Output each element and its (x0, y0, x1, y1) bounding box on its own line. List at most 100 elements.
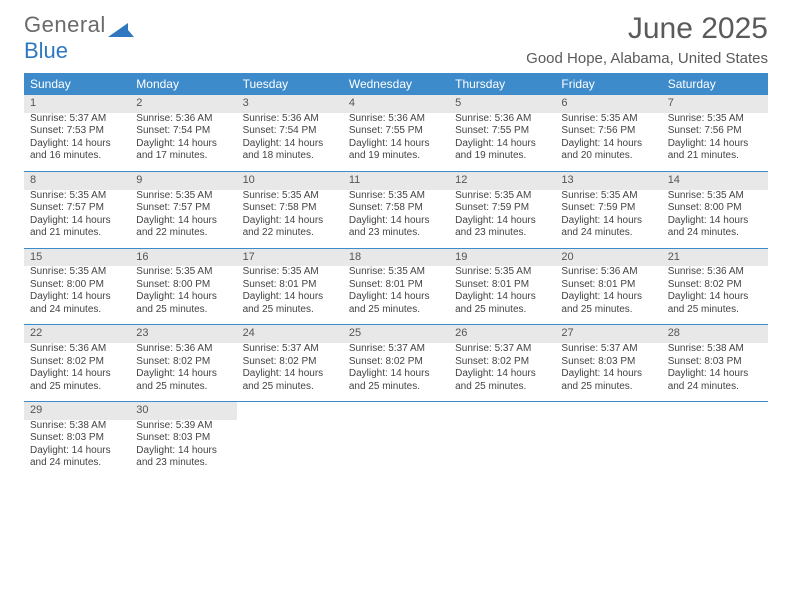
day-body: Sunrise: 5:35 AMSunset: 7:58 PMDaylight:… (343, 190, 449, 248)
daylight-line: Daylight: 14 hours and 25 minutes. (349, 368, 443, 393)
day-number: 3 (237, 95, 343, 113)
day-body: Sunrise: 5:35 AMSunset: 7:59 PMDaylight:… (449, 190, 555, 248)
day-cell: 8Sunrise: 5:35 AMSunset: 7:57 PMDaylight… (24, 172, 130, 248)
daylight-line: Daylight: 14 hours and 18 minutes. (243, 138, 337, 163)
sunset-line: Sunset: 8:02 PM (349, 356, 443, 369)
day-body: Sunrise: 5:36 AMSunset: 7:54 PMDaylight:… (130, 113, 236, 171)
day-number: 16 (130, 249, 236, 267)
day-cell: 17Sunrise: 5:35 AMSunset: 8:01 PMDayligh… (237, 249, 343, 325)
sunset-line: Sunset: 8:03 PM (30, 432, 124, 445)
day-cell: 4Sunrise: 5:36 AMSunset: 7:55 PMDaylight… (343, 95, 449, 171)
sunset-line: Sunset: 7:57 PM (30, 202, 124, 215)
sunrise-line: Sunrise: 5:36 AM (668, 266, 762, 279)
daylight-line: Daylight: 14 hours and 17 minutes. (136, 138, 230, 163)
sunset-line: Sunset: 8:02 PM (30, 356, 124, 369)
sunrise-line: Sunrise: 5:35 AM (136, 266, 230, 279)
day-number: 26 (449, 325, 555, 343)
day-cell: 21Sunrise: 5:36 AMSunset: 8:02 PMDayligh… (662, 249, 768, 325)
day-body: Sunrise: 5:35 AMSunset: 7:56 PMDaylight:… (662, 113, 768, 171)
sunset-line: Sunset: 7:59 PM (561, 202, 655, 215)
sunset-line: Sunset: 8:03 PM (136, 432, 230, 445)
day-body: Sunrise: 5:37 AMSunset: 8:02 PMDaylight:… (343, 343, 449, 401)
sunrise-line: Sunrise: 5:39 AM (136, 420, 230, 433)
week-row: 22Sunrise: 5:36 AMSunset: 8:02 PMDayligh… (24, 324, 768, 401)
day-cell: 2Sunrise: 5:36 AMSunset: 7:54 PMDaylight… (130, 95, 236, 171)
day-body: Sunrise: 5:37 AMSunset: 8:03 PMDaylight:… (555, 343, 661, 401)
sunrise-line: Sunrise: 5:37 AM (30, 113, 124, 126)
day-cell: 13Sunrise: 5:35 AMSunset: 7:59 PMDayligh… (555, 172, 661, 248)
day-cell: 15Sunrise: 5:35 AMSunset: 8:00 PMDayligh… (24, 249, 130, 325)
day-number: 6 (555, 95, 661, 113)
sunrise-line: Sunrise: 5:35 AM (668, 190, 762, 203)
daylight-line: Daylight: 14 hours and 25 minutes. (561, 291, 655, 316)
week-row: 15Sunrise: 5:35 AMSunset: 8:00 PMDayligh… (24, 248, 768, 325)
weekday-header-row: SundayMondayTuesdayWednesdayThursdayFrid… (24, 73, 768, 95)
sunset-line: Sunset: 7:55 PM (455, 125, 549, 138)
day-number: 21 (662, 249, 768, 267)
day-body: Sunrise: 5:39 AMSunset: 8:03 PMDaylight:… (130, 420, 236, 478)
weekday-header: Sunday (24, 73, 130, 95)
day-number: 1 (24, 95, 130, 113)
day-cell: 12Sunrise: 5:35 AMSunset: 7:59 PMDayligh… (449, 172, 555, 248)
day-number: 2 (130, 95, 236, 113)
location-subtitle: Good Hope, Alabama, United States (526, 50, 768, 67)
daylight-line: Daylight: 14 hours and 21 minutes. (30, 215, 124, 240)
sunset-line: Sunset: 8:00 PM (668, 202, 762, 215)
day-body: Sunrise: 5:35 AMSunset: 8:01 PMDaylight:… (449, 266, 555, 324)
daylight-line: Daylight: 14 hours and 25 minutes. (455, 368, 549, 393)
day-number: 28 (662, 325, 768, 343)
sunset-line: Sunset: 8:01 PM (243, 279, 337, 292)
day-cell: 16Sunrise: 5:35 AMSunset: 8:00 PMDayligh… (130, 249, 236, 325)
day-body: Sunrise: 5:35 AMSunset: 7:59 PMDaylight:… (555, 190, 661, 248)
sunset-line: Sunset: 8:01 PM (455, 279, 549, 292)
day-body: Sunrise: 5:36 AMSunset: 7:55 PMDaylight:… (449, 113, 555, 171)
day-number: 13 (555, 172, 661, 190)
sunrise-line: Sunrise: 5:35 AM (243, 190, 337, 203)
sunrise-line: Sunrise: 5:35 AM (30, 190, 124, 203)
day-number: 24 (237, 325, 343, 343)
day-number: 17 (237, 249, 343, 267)
day-body: Sunrise: 5:35 AMSunset: 8:01 PMDaylight:… (343, 266, 449, 324)
sunset-line: Sunset: 7:58 PM (243, 202, 337, 215)
day-cell: 24Sunrise: 5:37 AMSunset: 8:02 PMDayligh… (237, 325, 343, 401)
daylight-line: Daylight: 14 hours and 25 minutes. (668, 291, 762, 316)
day-number: 7 (662, 95, 768, 113)
sunrise-line: Sunrise: 5:36 AM (349, 113, 443, 126)
sunrise-line: Sunrise: 5:35 AM (349, 266, 443, 279)
daylight-line: Daylight: 14 hours and 24 minutes. (30, 445, 124, 470)
sunset-line: Sunset: 7:58 PM (349, 202, 443, 215)
daylight-line: Daylight: 14 hours and 24 minutes. (30, 291, 124, 316)
sunset-line: Sunset: 7:55 PM (349, 125, 443, 138)
day-number: 19 (449, 249, 555, 267)
sunrise-line: Sunrise: 5:36 AM (243, 113, 337, 126)
day-cell: 20Sunrise: 5:36 AMSunset: 8:01 PMDayligh… (555, 249, 661, 325)
daylight-line: Daylight: 14 hours and 25 minutes. (136, 291, 230, 316)
day-number: 29 (24, 402, 130, 420)
weekday-header: Thursday (449, 73, 555, 95)
empty-cell (237, 402, 343, 478)
sunrise-line: Sunrise: 5:35 AM (243, 266, 337, 279)
daylight-line: Daylight: 14 hours and 19 minutes. (455, 138, 549, 163)
week-row: 29Sunrise: 5:38 AMSunset: 8:03 PMDayligh… (24, 401, 768, 478)
day-cell: 19Sunrise: 5:35 AMSunset: 8:01 PMDayligh… (449, 249, 555, 325)
day-body: Sunrise: 5:36 AMSunset: 8:02 PMDaylight:… (130, 343, 236, 401)
day-cell: 7Sunrise: 5:35 AMSunset: 7:56 PMDaylight… (662, 95, 768, 171)
daylight-line: Daylight: 14 hours and 25 minutes. (561, 368, 655, 393)
day-cell: 18Sunrise: 5:35 AMSunset: 8:01 PMDayligh… (343, 249, 449, 325)
sunset-line: Sunset: 8:03 PM (668, 356, 762, 369)
sunset-line: Sunset: 8:02 PM (668, 279, 762, 292)
daylight-line: Daylight: 14 hours and 24 minutes. (668, 215, 762, 240)
day-number: 20 (555, 249, 661, 267)
day-cell: 9Sunrise: 5:35 AMSunset: 7:57 PMDaylight… (130, 172, 236, 248)
sunrise-line: Sunrise: 5:36 AM (455, 113, 549, 126)
daylight-line: Daylight: 14 hours and 23 minutes. (136, 445, 230, 470)
header: General June 2025 Good Hope, Alabama, Un… (24, 12, 768, 67)
day-number: 30 (130, 402, 236, 420)
day-number: 25 (343, 325, 449, 343)
day-body: Sunrise: 5:35 AMSunset: 7:58 PMDaylight:… (237, 190, 343, 248)
logo-triangle-icon (108, 17, 134, 33)
daylight-line: Daylight: 14 hours and 20 minutes. (561, 138, 655, 163)
daylight-line: Daylight: 14 hours and 24 minutes. (561, 215, 655, 240)
day-number: 4 (343, 95, 449, 113)
logo-text-blue-wrap: Blue (24, 38, 68, 64)
